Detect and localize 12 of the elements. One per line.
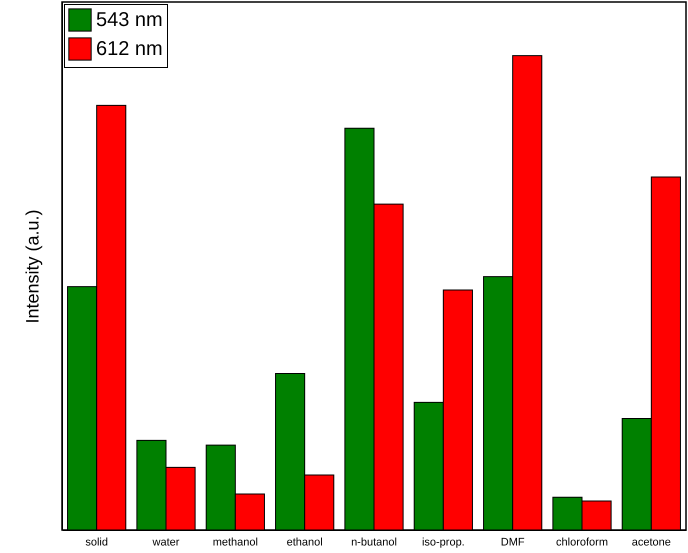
x-tick-label: acetone [632,536,671,548]
legend-label: 612 nm [96,38,163,60]
x-tick-label: n-butanol [351,536,397,548]
x-tick-label: DMF [500,536,525,548]
y-axis-title: Intensity (a.u.) [22,209,42,324]
x-tick-label: solid [85,536,108,548]
legend-label: 543 nm [96,9,163,31]
x-tick-label: chloroform [556,536,608,548]
x-tick-label: ethanol [286,536,323,548]
x-tick-label: water [152,536,180,548]
x-tick-label: methanol [212,536,258,548]
x-tick-label: iso-prop. [422,536,465,548]
